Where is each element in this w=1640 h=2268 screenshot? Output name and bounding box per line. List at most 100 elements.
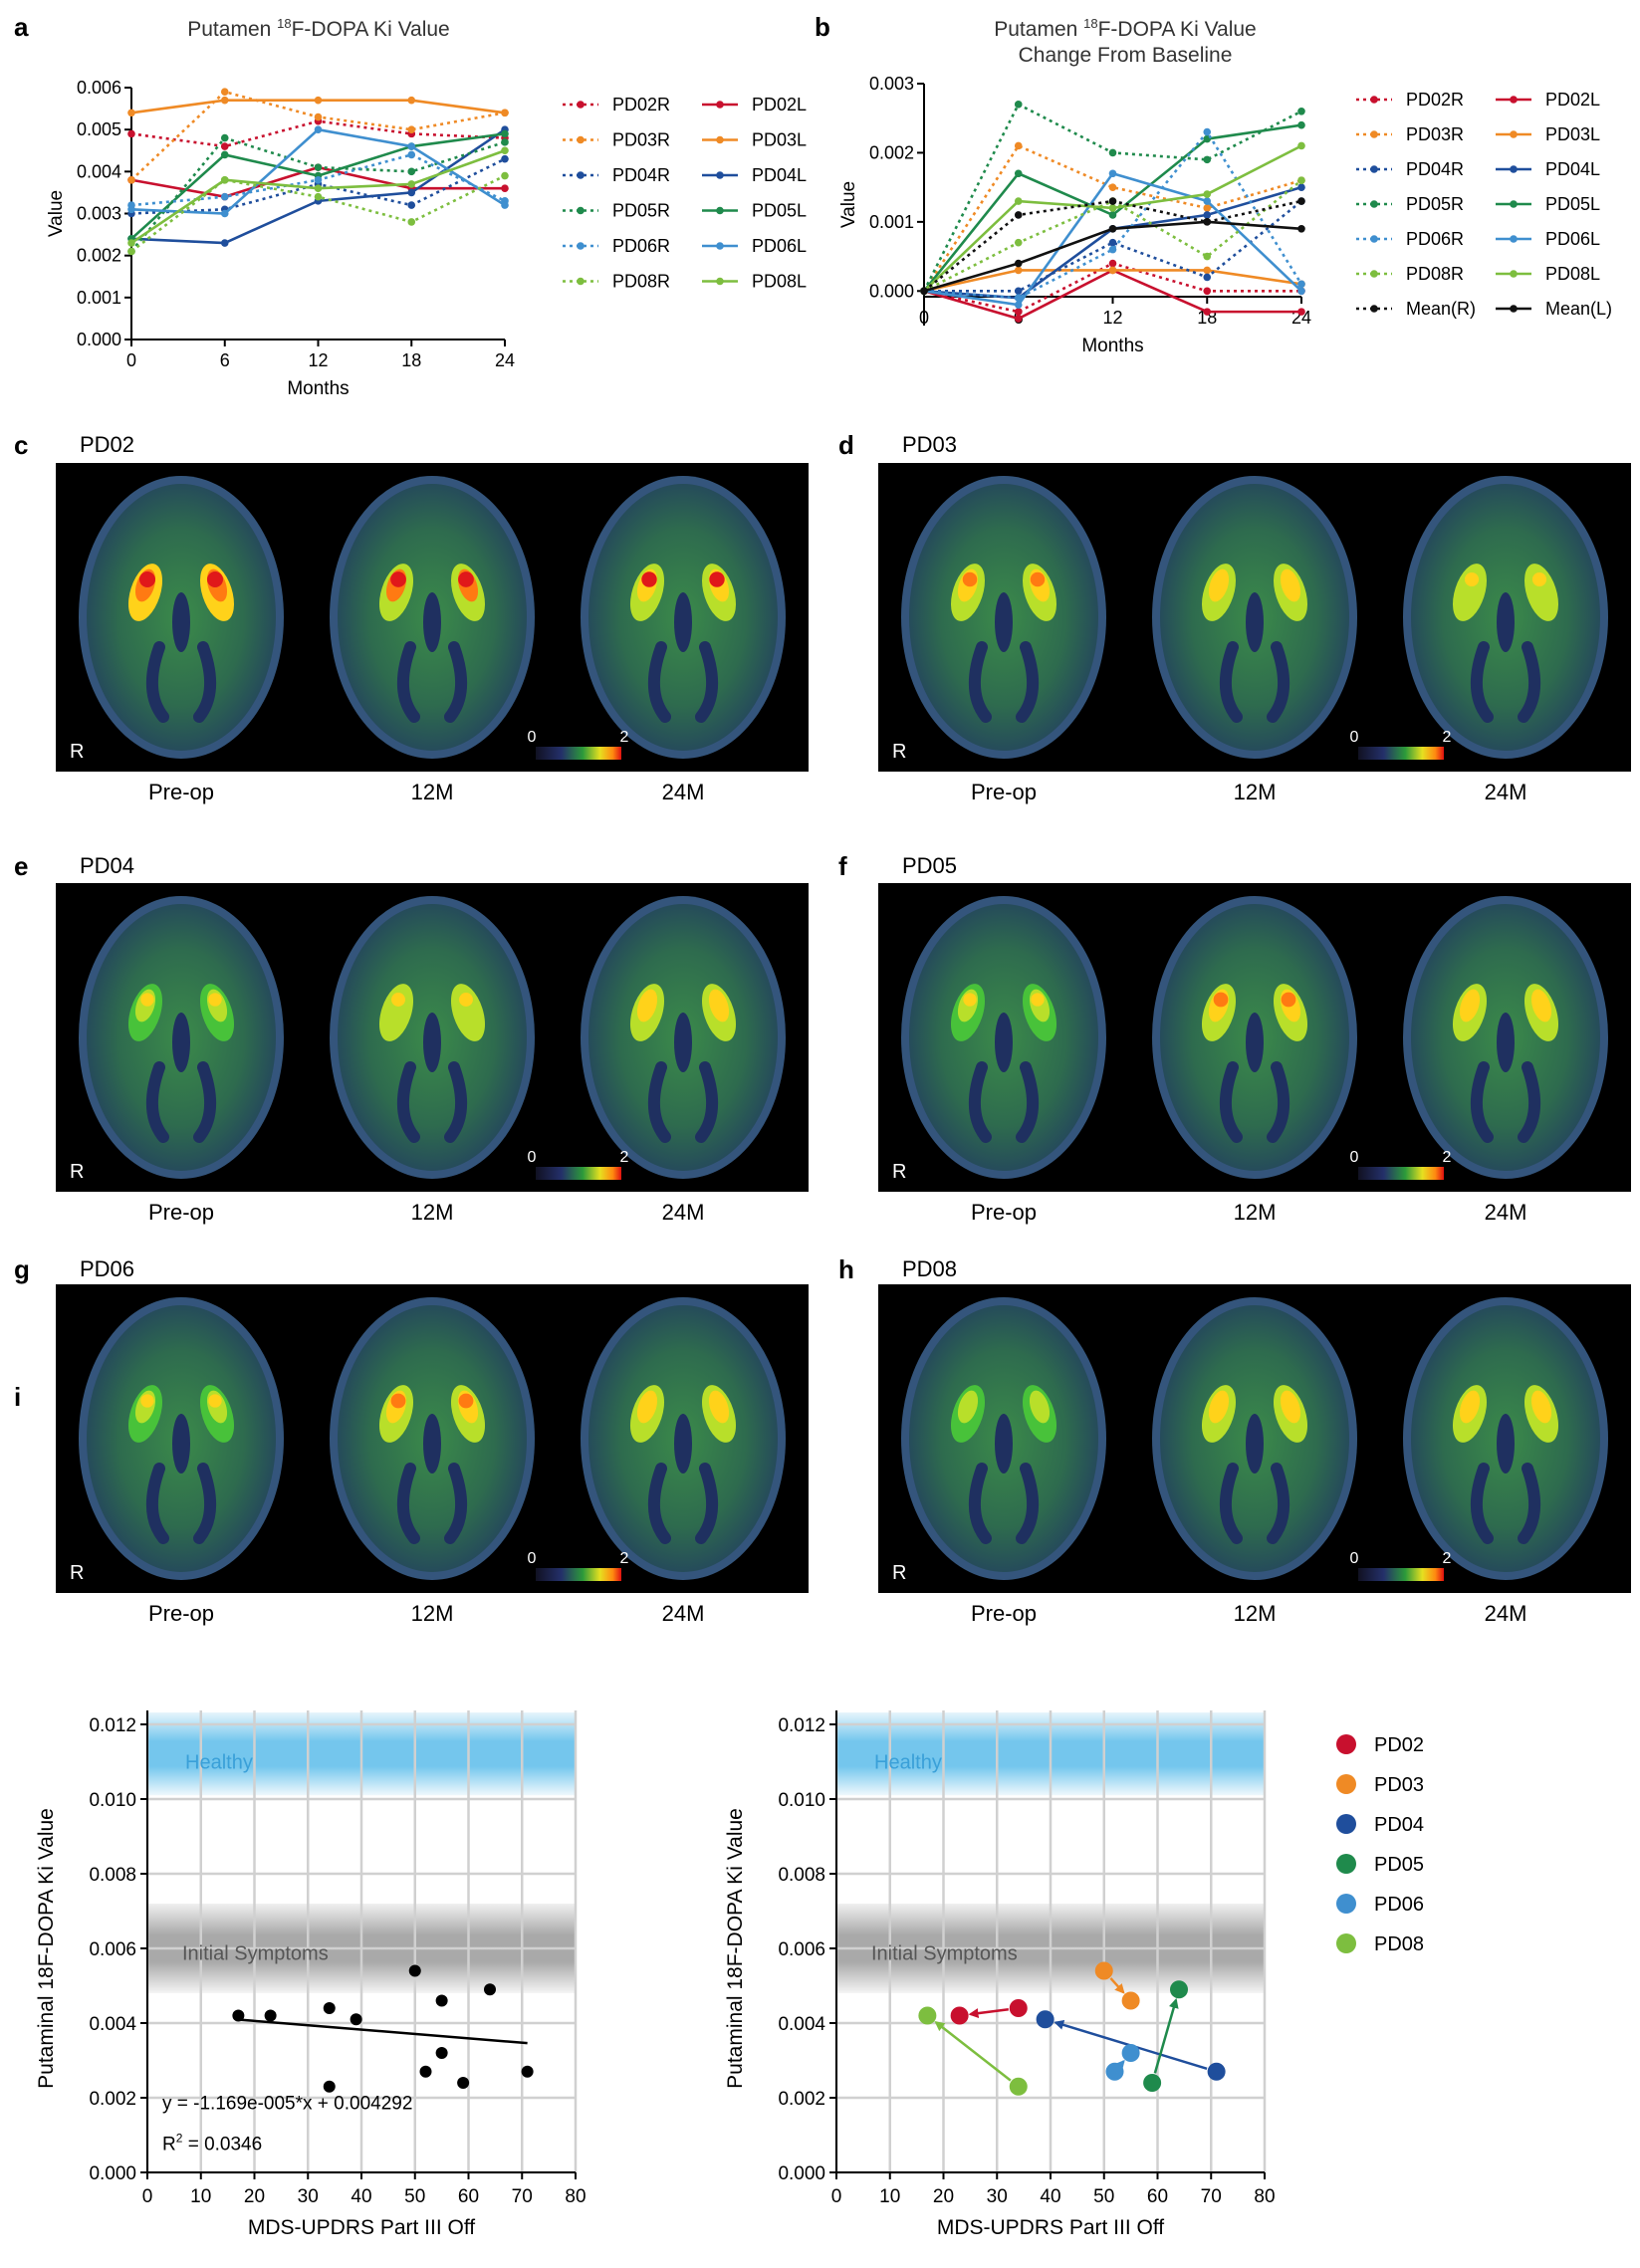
data-point-Mean(L) bbox=[1014, 259, 1023, 268]
data-point-PD05R bbox=[1297, 107, 1305, 115]
data-point-PD05L bbox=[501, 129, 509, 138]
data-point-PD04L bbox=[407, 188, 416, 197]
legend-marker-PD05L bbox=[716, 206, 724, 215]
y-tick-label: 0.001 bbox=[77, 288, 121, 308]
legend-label-PD02: PD02 bbox=[1374, 1734, 1424, 1756]
caudate-hotspot bbox=[641, 992, 657, 1008]
color-scale-min: 0 bbox=[528, 1149, 537, 1166]
x-tick-label: 20 bbox=[933, 2186, 954, 2207]
legend-marker-PD05 bbox=[1336, 1854, 1356, 1874]
series-line-PD08R bbox=[130, 174, 506, 253]
caudate-hotspot bbox=[1531, 571, 1547, 587]
midline bbox=[1497, 1414, 1515, 1474]
followup-point-PD04 bbox=[1036, 2010, 1054, 2029]
data-point-PD08L bbox=[127, 239, 135, 247]
color-scale-bar bbox=[536, 747, 621, 760]
data-point-PD04L bbox=[1297, 183, 1305, 191]
y-tick-label: 0.003 bbox=[77, 204, 121, 224]
ventricle bbox=[647, 1061, 719, 1143]
timepoint-label: Pre-op bbox=[147, 1200, 215, 1225]
data-point-PD06L bbox=[314, 125, 323, 133]
legend-marker-PD08R bbox=[1370, 270, 1378, 278]
timepoint-label: Pre-op bbox=[970, 1200, 1038, 1225]
side-marker: R bbox=[70, 741, 84, 763]
y-tick-label: 0.002 bbox=[77, 246, 121, 266]
change-arrow-PD05 bbox=[1153, 1997, 1179, 2074]
data-point-PD06L bbox=[1014, 301, 1023, 309]
scatter-point bbox=[408, 1964, 421, 1977]
legend-marker-PD04R bbox=[577, 171, 585, 179]
caudate-hotspot bbox=[458, 1393, 474, 1409]
legend-marker-PD06 bbox=[1336, 1894, 1356, 1914]
midline bbox=[423, 1013, 441, 1072]
color-scale-max: 2 bbox=[620, 729, 629, 746]
legend-marker-PD06L bbox=[716, 242, 724, 250]
legend-marker-PD03R bbox=[1370, 130, 1378, 138]
caudate-hotspot bbox=[1464, 1393, 1480, 1409]
color-scale-min: 0 bbox=[528, 729, 537, 746]
x-tick-label: 70 bbox=[1201, 2186, 1222, 2207]
data-point-PD08L bbox=[501, 146, 509, 155]
ventricle bbox=[1219, 1061, 1290, 1143]
legend-label-PD02R: PD02R bbox=[612, 95, 670, 114]
x-tick-label: 10 bbox=[190, 2186, 211, 2207]
legend-label-PD05R: PD05R bbox=[612, 201, 670, 221]
caudate-hotspot bbox=[641, 571, 657, 587]
x-tick-label: 10 bbox=[879, 2186, 900, 2207]
caudate-hotspot bbox=[1281, 571, 1296, 587]
timepoint-label: 24M bbox=[1484, 1601, 1527, 1626]
data-point-PD08L bbox=[1203, 190, 1212, 198]
data-point-PD06R bbox=[220, 192, 229, 201]
x-tick-label: 0 bbox=[126, 350, 136, 370]
caudate-hotspot bbox=[208, 993, 222, 1007]
panel-letter-f: f bbox=[838, 851, 847, 881]
band-label-initial-symptoms: Initial Symptoms bbox=[182, 1942, 329, 1964]
panel-letter-d: d bbox=[838, 430, 854, 460]
x-tick-label: 12 bbox=[1102, 308, 1122, 328]
legend-marker-PD08 bbox=[1336, 1933, 1356, 1953]
chart-subtitle: Change From Baseline bbox=[1019, 44, 1233, 67]
patient-label: PD04 bbox=[80, 853, 135, 878]
data-point-PD02R bbox=[1203, 287, 1212, 296]
y-tick-label: 0.000 bbox=[869, 281, 914, 301]
x-axis-label: MDS-UPDRS Part III Off bbox=[937, 2216, 1164, 2239]
legend-marker-PD05R bbox=[577, 206, 585, 215]
scatter-point bbox=[232, 2009, 245, 2022]
baseline-point-PD05 bbox=[1143, 2074, 1162, 2092]
scatter-point bbox=[435, 2047, 448, 2059]
data-point-PD02R bbox=[220, 142, 229, 150]
y-axis-label: Putaminal 18F-DOPA Ki Value bbox=[35, 1808, 58, 2089]
data-point-PD05L bbox=[1297, 120, 1305, 129]
caudate-hotspot bbox=[1030, 571, 1046, 587]
data-point-PD08L bbox=[220, 175, 229, 184]
y-tick-label: 0.010 bbox=[778, 1790, 825, 1811]
data-point-PD02L bbox=[501, 184, 509, 192]
data-point-PD02L bbox=[1203, 308, 1212, 316]
x-tick-label: 50 bbox=[404, 2186, 425, 2207]
midline bbox=[1246, 592, 1264, 652]
midline bbox=[674, 1013, 692, 1072]
timepoint-label: Pre-op bbox=[970, 780, 1038, 804]
panel-letter-g: g bbox=[14, 1254, 30, 1284]
timepoint-label: 24M bbox=[661, 1200, 705, 1225]
legend-label-PD05L: PD05L bbox=[1545, 194, 1600, 214]
y-tick-label: 0.012 bbox=[778, 1715, 825, 1736]
ventricle bbox=[396, 1061, 468, 1143]
data-point-PD04L bbox=[1203, 211, 1212, 219]
legend-marker-PD02R bbox=[577, 101, 585, 109]
change-arrow-PD03 bbox=[1109, 1977, 1125, 1994]
followup-point-PD06 bbox=[1121, 2044, 1140, 2062]
ventricle bbox=[968, 1061, 1040, 1143]
ventricle bbox=[145, 1463, 217, 1544]
legend-label-PD08: PD08 bbox=[1374, 1933, 1424, 1955]
panel-letter-h: h bbox=[838, 1254, 854, 1284]
caudate-hotspot bbox=[140, 993, 154, 1007]
ventricle bbox=[1470, 1463, 1541, 1544]
side-marker: R bbox=[892, 1161, 906, 1183]
legend-label-PD06L: PD06L bbox=[1545, 229, 1600, 249]
legend-label-PD06L: PD06L bbox=[752, 236, 807, 256]
caudate-hotspot bbox=[962, 571, 978, 587]
caudate-hotspot bbox=[709, 571, 725, 587]
data-point-PD03L bbox=[1014, 266, 1023, 275]
timepoint-label: 24M bbox=[661, 1601, 705, 1626]
